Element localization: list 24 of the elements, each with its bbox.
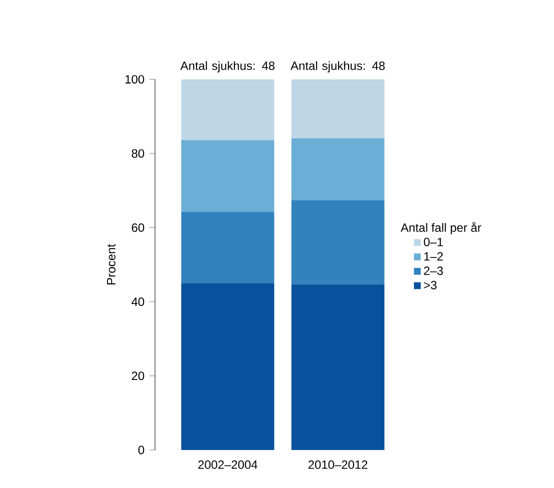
bar xyxy=(181,79,274,140)
bar xyxy=(181,212,274,284)
x-tick-label: 2010–2012 xyxy=(308,460,368,469)
bar xyxy=(181,283,274,450)
y-axis-title: Procent xyxy=(107,244,116,284)
legend-label: 0–1 xyxy=(424,238,443,246)
bar xyxy=(291,79,384,138)
y-tick-label: 40 xyxy=(132,297,144,306)
y-tick-label: 60 xyxy=(132,223,144,232)
bar xyxy=(181,140,274,212)
legend-title: Antal fall per år xyxy=(400,222,482,234)
legend-label: 2–3 xyxy=(424,266,443,275)
annotation: Antal sjukhus: 48 xyxy=(290,61,385,72)
x-tick-label: 2002–2004 xyxy=(198,460,258,469)
y-tick-label: 100 xyxy=(126,75,144,84)
bar xyxy=(291,284,384,450)
bar xyxy=(291,138,384,200)
bar xyxy=(291,200,384,284)
y-tick-label: 80 xyxy=(132,149,144,158)
legend-label: 1–2 xyxy=(424,252,443,260)
legend-label: >3 xyxy=(424,280,437,290)
y-tick-label: 0 xyxy=(138,446,144,454)
y-tick-label: 20 xyxy=(132,372,144,380)
annotation: Antal sjukhus: 48 xyxy=(180,61,275,72)
